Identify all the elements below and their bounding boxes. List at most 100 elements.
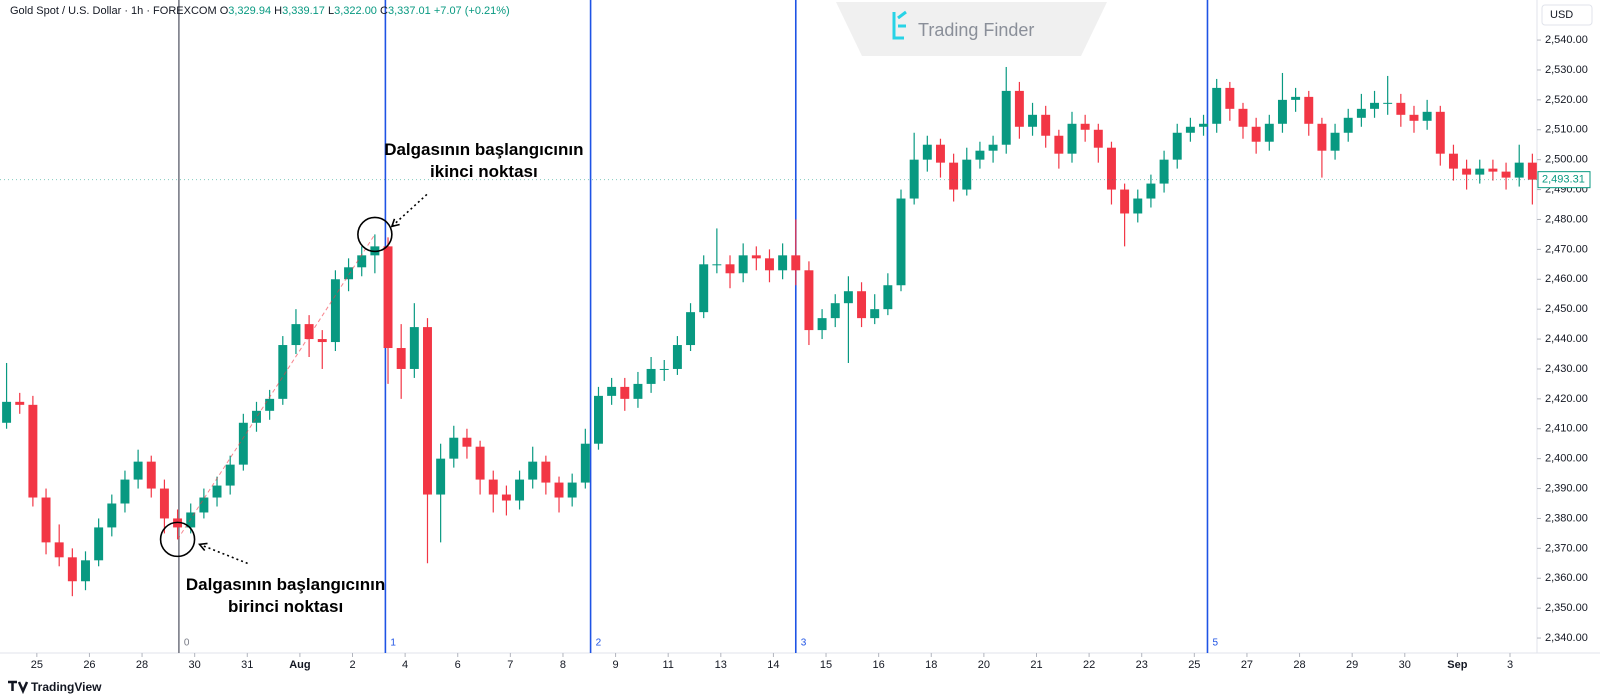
candle-body xyxy=(94,527,104,561)
candle-body xyxy=(1185,126,1195,133)
annotation-text: Dalgasının başlangıcının xyxy=(384,140,583,159)
y-tick-label: 2,390.00 xyxy=(1545,482,1588,494)
candle-body xyxy=(278,345,288,399)
candle-body xyxy=(804,270,814,331)
candle-body xyxy=(1330,132,1340,151)
y-tick-label: 2,370.00 xyxy=(1545,542,1588,554)
candle-body xyxy=(672,345,682,369)
candle-body xyxy=(1356,108,1366,118)
x-tick-label: 16 xyxy=(873,659,885,671)
candle-body xyxy=(778,255,788,271)
candle-body xyxy=(1014,90,1024,127)
candle-body xyxy=(1067,123,1077,154)
candle-body xyxy=(81,560,90,582)
candle-body xyxy=(1409,114,1419,121)
candle-body xyxy=(317,339,327,343)
y-tick-label: 2,460.00 xyxy=(1545,273,1588,285)
marker-label: 0 xyxy=(184,638,190,649)
candle-body xyxy=(475,446,485,480)
candle-body xyxy=(1383,102,1393,104)
candle-body xyxy=(830,303,840,319)
candle-body xyxy=(1041,114,1051,136)
ohlc-key: H xyxy=(274,5,283,17)
candle-body xyxy=(843,291,853,304)
x-tick-label: 27 xyxy=(1241,659,1253,671)
y-tick-label: 2,420.00 xyxy=(1545,393,1588,405)
candle-body xyxy=(1343,117,1353,133)
candle-body xyxy=(1475,168,1485,175)
watermark-text: Trading Finder xyxy=(918,20,1034,40)
x-tick-label: 14 xyxy=(767,659,779,671)
candle-body xyxy=(252,410,261,423)
candle-body xyxy=(725,264,735,274)
candle-body xyxy=(304,324,314,340)
tradingview-logo xyxy=(8,680,29,695)
annotation-circle xyxy=(357,216,393,253)
last-price-box xyxy=(1537,171,1591,189)
ohlc: O3,329.94 H3,339.17 L3,322.00 C3,337.01 xyxy=(220,5,434,17)
candle-body xyxy=(1199,123,1209,127)
candle-body xyxy=(659,368,669,370)
candle-body xyxy=(396,348,406,369)
candle-body xyxy=(751,255,761,259)
candle-body xyxy=(1225,87,1235,109)
marker-label: 5 xyxy=(1212,638,1218,649)
candle-body xyxy=(699,264,709,313)
candle-body xyxy=(567,482,577,498)
x-tick-label: 28 xyxy=(136,659,148,671)
x-tick-label: Aug xyxy=(289,659,310,671)
y-tick-label: 2,380.00 xyxy=(1545,512,1588,524)
candle-body xyxy=(54,542,64,558)
x-tick-label: Sep xyxy=(1447,659,1467,671)
candle-body xyxy=(791,255,801,271)
candle-body xyxy=(1527,162,1537,180)
candle-body xyxy=(988,144,998,151)
candle-body xyxy=(344,267,354,280)
candle-body xyxy=(646,368,656,384)
x-tick-label: 31 xyxy=(241,659,253,671)
x-tick-label: 3 xyxy=(1507,659,1513,671)
x-tick-label: 7 xyxy=(507,659,513,671)
last-price-label: 2,493.31 xyxy=(1542,174,1585,186)
candle-body xyxy=(1448,153,1458,169)
annotation-text: birinci noktası xyxy=(228,597,343,616)
y-tick-label: 2,350.00 xyxy=(1545,602,1588,614)
x-tick-label: 18 xyxy=(925,659,937,671)
y-tick-label: 2,340.00 xyxy=(1545,632,1588,644)
candle-body xyxy=(607,386,617,396)
candle-body xyxy=(501,494,511,501)
x-tick-label: 30 xyxy=(189,659,201,671)
candle-body xyxy=(1488,168,1498,172)
candle-body xyxy=(1106,147,1116,190)
y-tick-label: 2,530.00 xyxy=(1545,64,1588,76)
y-tick-label: 2,410.00 xyxy=(1545,423,1588,435)
marker-label: 1 xyxy=(390,638,396,649)
marker-label: 3 xyxy=(801,638,807,649)
candle-body xyxy=(1317,123,1327,151)
y-tick-label: 2,470.00 xyxy=(1545,243,1588,255)
y-tick-label: 2,480.00 xyxy=(1545,213,1588,225)
candle-body xyxy=(1514,162,1524,178)
candle-body xyxy=(594,395,603,444)
ohlc-value: 3,337.01 xyxy=(387,5,431,17)
candle-body xyxy=(15,401,25,405)
candle-body xyxy=(883,285,893,310)
candle-body xyxy=(1133,198,1143,214)
candle-body xyxy=(1028,114,1038,127)
ohlc-key: C xyxy=(380,5,388,17)
x-tick-label: 21 xyxy=(1030,659,1042,671)
y-tick-label: 2,510.00 xyxy=(1545,124,1588,136)
candle-body xyxy=(1080,123,1090,130)
candle-body xyxy=(133,461,143,480)
candle-body xyxy=(1238,108,1248,127)
candle-body xyxy=(1159,159,1169,184)
candle-body xyxy=(817,318,827,331)
wave-trendline xyxy=(177,234,376,540)
candle-body xyxy=(738,255,748,274)
candle-body xyxy=(528,461,538,480)
x-tick-label: 29 xyxy=(1346,659,1358,671)
annotation-arrowhead xyxy=(390,218,400,228)
candle-body xyxy=(1251,126,1261,142)
candle-body xyxy=(922,144,932,160)
